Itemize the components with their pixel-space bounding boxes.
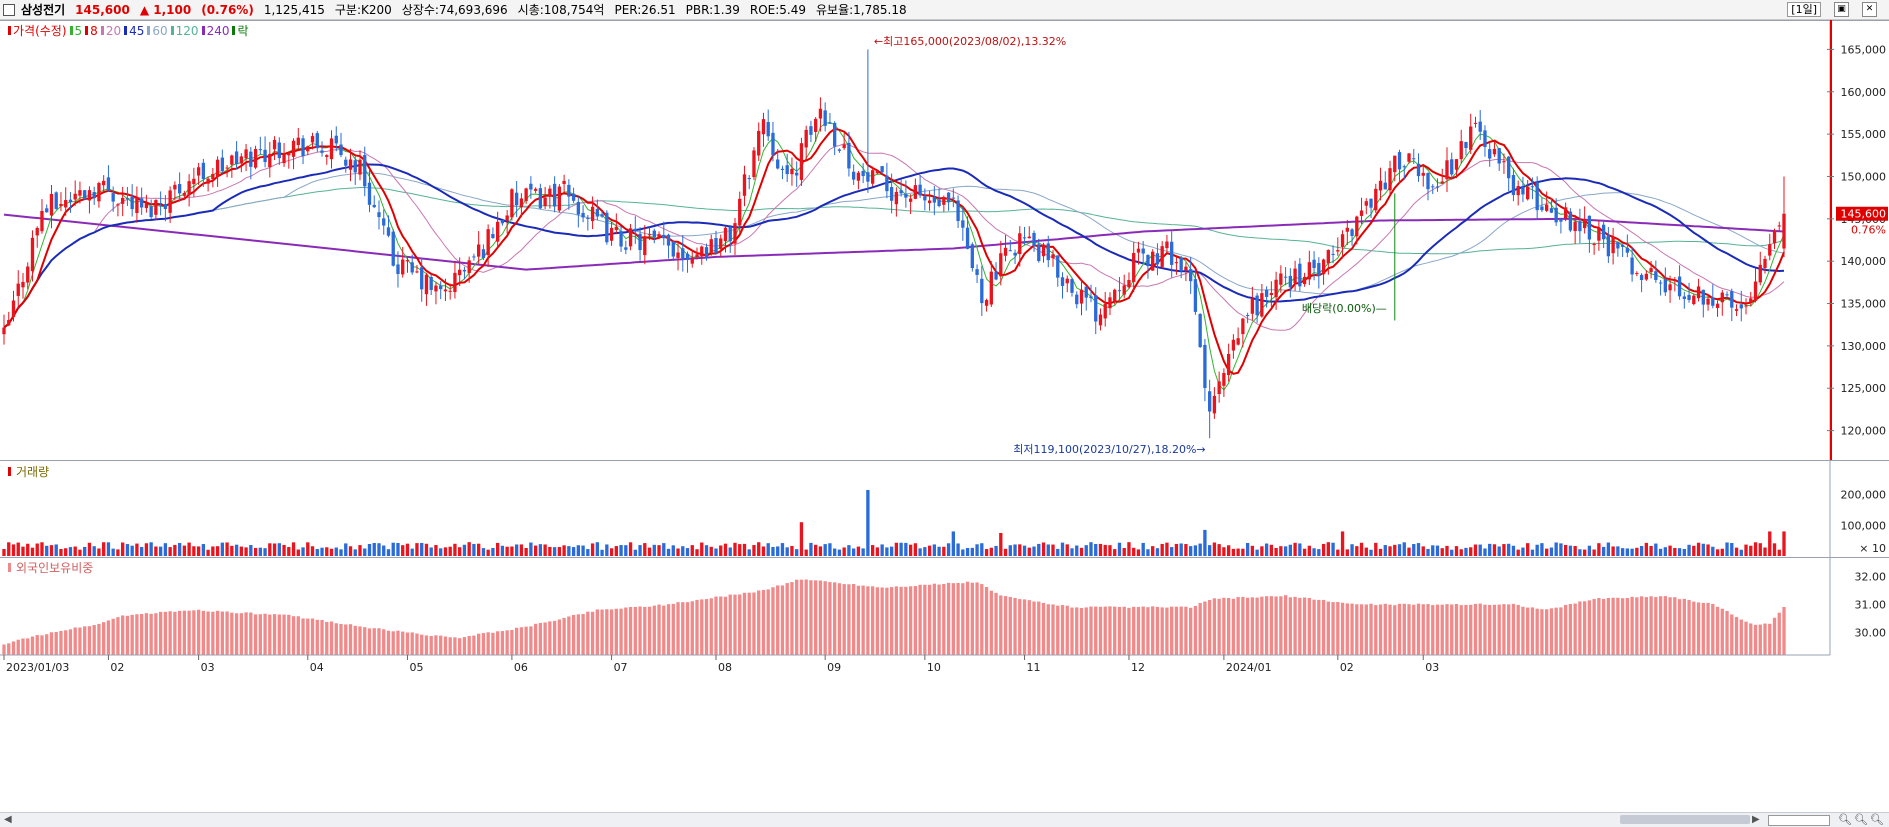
trade-volume: 1,125,415 (263, 2, 325, 17)
select-checkbox[interactable] (3, 3, 15, 16)
x-tick-label: 05 (409, 661, 423, 674)
legend-ma45[interactable]: 45 (124, 24, 144, 38)
horizontal-scrollbar[interactable]: ◀ ▶ 🔍︎🔍︎🔍︎ (0, 812, 1889, 827)
per-value: PER:26.51 (614, 2, 676, 17)
x-tick-label: 03 (1425, 661, 1439, 674)
x-tick-label: 07 (614, 661, 628, 674)
x-tick-label: 11 (1027, 661, 1041, 674)
current-price: 145,600 (75, 2, 130, 17)
x-tick-label: 04 (310, 661, 324, 674)
close-icon[interactable]: ✕ (1862, 2, 1877, 17)
legend-ma240[interactable]: 240 (201, 24, 229, 38)
legend-ma120[interactable]: 120 (170, 24, 199, 38)
volume-pane[interactable]: 거래량 (0, 460, 1889, 557)
volume-legend[interactable]: 거래량 (8, 463, 49, 480)
x-tick-label: 02 (1340, 661, 1354, 674)
legend-ma20[interactable]: 20 (100, 24, 121, 38)
zoom-icons[interactable]: 🔍︎🔍︎🔍︎ (1838, 813, 1886, 826)
market-cap: 시총:108,754억 (517, 3, 605, 17)
period-selector[interactable]: [1일] (1787, 2, 1821, 17)
x-tick-label: 2024/01 (1226, 661, 1272, 674)
foreign-pane[interactable]: 외국인보유비중 (0, 557, 1889, 656)
reserve-ratio: 유보율:1,785.18 (816, 3, 907, 17)
x-tick-label: 09 (827, 661, 841, 674)
price-pane[interactable]: 가격(수정) 5 8 20 45 60 120 240 락 (0, 20, 1889, 461)
segment-label: 구분:K200 (334, 3, 392, 17)
x-tick-label: 12 (1131, 661, 1145, 674)
x-tick-label: 08 (718, 661, 732, 674)
x-tick-label: 2023/01/03 (6, 661, 69, 674)
x-tick-label: 02 (110, 661, 124, 674)
legend-ma60[interactable]: 60 (147, 24, 168, 38)
legend-ex-dividend[interactable]: 락 (232, 22, 249, 39)
foreign-legend[interactable]: 외국인보유비중 (8, 559, 93, 576)
price-legend: 가격(수정) 5 8 20 45 60 120 240 락 (8, 22, 249, 39)
scroll-left-icon[interactable]: ◀ (4, 814, 12, 825)
zoom-slider[interactable] (1768, 815, 1830, 826)
scroll-right-icon[interactable]: ▶ (1752, 814, 1760, 825)
x-tick-label: 10 (927, 661, 941, 674)
window-controls: [1일] ▣ ✕ (1787, 2, 1887, 17)
legend-price[interactable]: 가격(수정) (8, 22, 67, 39)
x-tick-label: 06 (514, 661, 528, 674)
roe-value: ROE:5.49 (749, 2, 806, 17)
legend-ma5[interactable]: 5 (69, 24, 82, 38)
stock-name[interactable]: 삼성전기 (21, 3, 66, 17)
pbr-value: PBR:1.39 (685, 2, 740, 17)
listed-shares: 상장수:74,693,696 (401, 3, 508, 17)
legend-ma8[interactable]: 8 (85, 24, 98, 38)
stock-header: 삼성전기 145,600 ▲ 1,100 (0.76%) 1,125,415 구… (0, 0, 1889, 20)
restore-icon[interactable]: ▣ (1834, 2, 1849, 17)
scroll-thumb[interactable] (1620, 815, 1750, 824)
price-change: ▲ 1,100 (139, 2, 192, 17)
price-change-pct: (0.76%) (201, 2, 254, 17)
x-tick-label: 03 (201, 661, 215, 674)
